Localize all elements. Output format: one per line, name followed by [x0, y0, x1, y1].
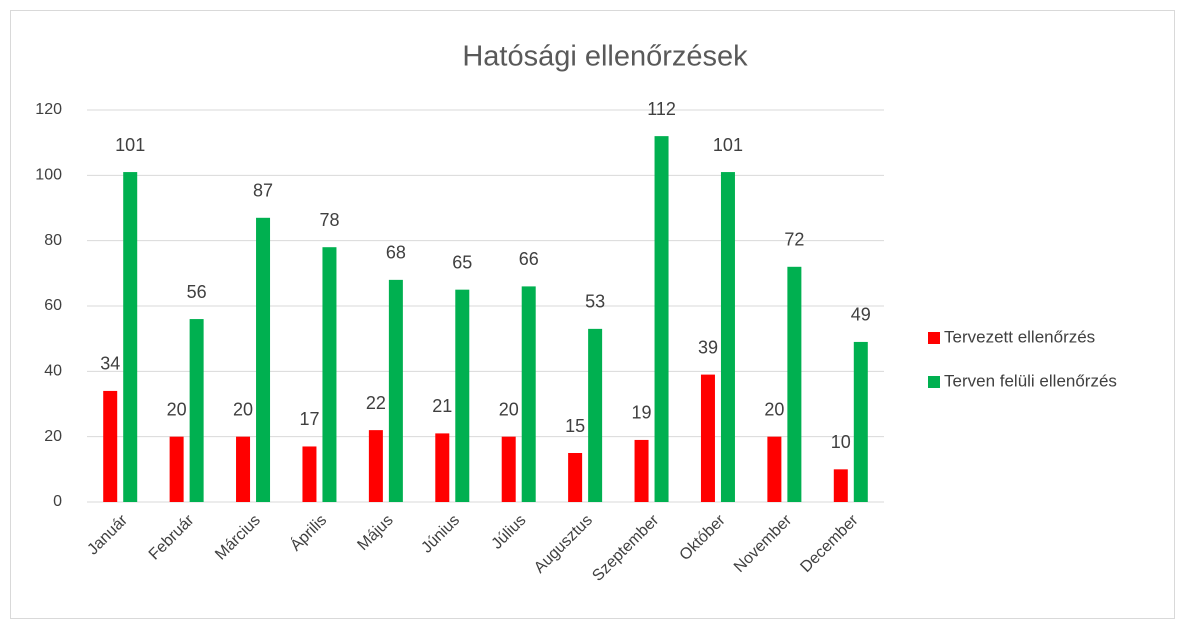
- bar: [189, 319, 204, 502]
- legend-swatch: [928, 332, 940, 344]
- y-tick-label: 100: [35, 167, 62, 184]
- bar: [654, 136, 669, 502]
- data-label: 65: [452, 252, 472, 272]
- bar: [501, 436, 516, 502]
- data-label: 21: [432, 396, 452, 416]
- chart-title: Hatósági ellenőrzések: [462, 41, 748, 73]
- bar: [588, 328, 603, 502]
- bar: [634, 439, 649, 502]
- bar: [322, 247, 337, 502]
- data-label: 101: [713, 135, 743, 155]
- y-tick-label: 60: [44, 297, 62, 314]
- data-label: 34: [100, 354, 120, 374]
- chart-border: [10, 10, 1175, 619]
- data-label: 39: [698, 337, 718, 357]
- bar: [435, 433, 450, 502]
- legend-label: Terven felüli ellenőrzés: [944, 371, 1117, 390]
- data-label: 112: [647, 99, 676, 119]
- data-label: 78: [319, 210, 339, 230]
- bar: [568, 453, 583, 502]
- data-label: 10: [831, 432, 851, 452]
- bar: [256, 217, 271, 503]
- data-label: 53: [585, 292, 605, 312]
- data-label: 19: [632, 403, 652, 423]
- data-label: 101: [115, 135, 145, 155]
- bar: [455, 289, 470, 502]
- bar: [236, 436, 251, 502]
- data-label: 20: [499, 399, 519, 419]
- data-label: 49: [851, 305, 871, 325]
- y-tick-label: 80: [44, 232, 62, 249]
- data-label: 20: [233, 399, 253, 419]
- bar: [123, 172, 138, 503]
- legend-label: Tervezett ellenőrzés: [944, 327, 1095, 346]
- y-tick-label: 0: [53, 493, 62, 510]
- bar: [833, 469, 848, 502]
- data-label: 17: [299, 409, 319, 429]
- bar: [302, 446, 317, 502]
- bar: [103, 390, 118, 502]
- bar: [368, 430, 383, 502]
- bar: [700, 374, 715, 502]
- data-label: 72: [784, 230, 804, 250]
- data-label: 20: [764, 399, 784, 419]
- bar: [388, 279, 403, 502]
- data-label: 87: [253, 181, 273, 201]
- y-tick-label: 120: [35, 101, 62, 118]
- y-tick-label: 40: [44, 363, 62, 380]
- bar: [767, 436, 782, 502]
- data-label: 20: [167, 399, 187, 419]
- data-label: 56: [187, 282, 207, 302]
- bar: [169, 436, 184, 502]
- bar: [853, 341, 868, 502]
- legend-swatch: [928, 376, 940, 388]
- bar: [521, 286, 536, 502]
- data-label: 68: [386, 243, 406, 263]
- data-label: 15: [565, 416, 585, 436]
- bar: [787, 266, 802, 502]
- data-label: 22: [366, 393, 386, 413]
- data-label: 66: [519, 249, 539, 269]
- y-tick-label: 20: [44, 428, 62, 445]
- bar: [720, 172, 735, 503]
